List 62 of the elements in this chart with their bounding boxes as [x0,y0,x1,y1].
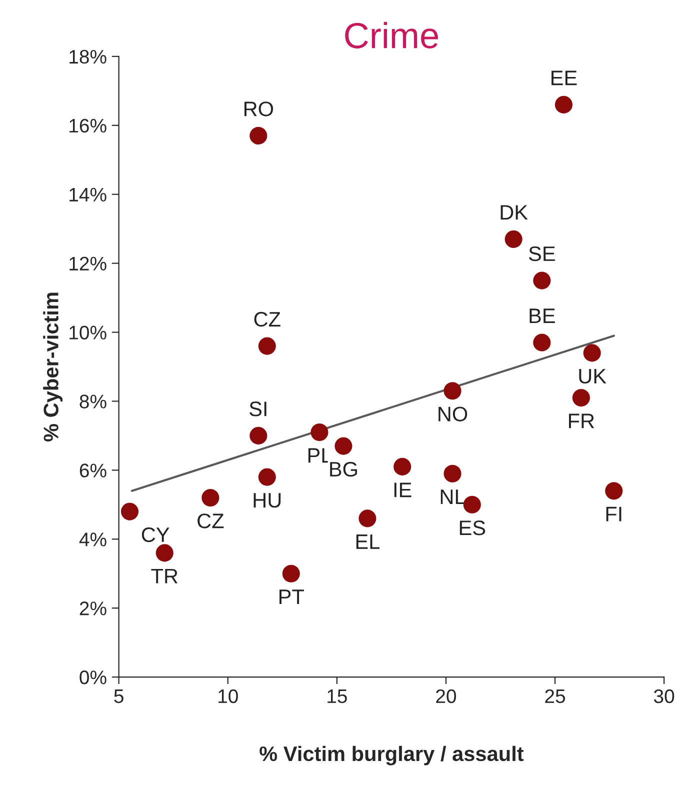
point [572,388,590,407]
y-tick-label: 14% [70,188,106,202]
data-label: RO [244,102,274,116]
data-label: IE [394,482,412,498]
y-tick-label: 0% [80,670,106,684]
point [533,334,551,352]
point [250,426,268,444]
point [250,126,268,145]
data-label: EL [356,534,380,549]
data-label: NO [438,406,468,422]
point [120,502,139,520]
x-tick-label: 20 [436,689,456,704]
data-label: TR [151,568,178,584]
point [258,468,276,486]
data-label: FI [606,506,622,522]
point [310,423,328,442]
y-tick-label: 8% [80,394,106,408]
point [504,230,522,248]
point [202,488,220,507]
data-label: SI [250,402,266,416]
x-tick-label: 10 [218,689,238,704]
data-label: SE [528,246,555,262]
point [258,337,276,355]
point [358,510,376,528]
y-tick-label: 12% [70,256,106,270]
point [533,272,551,290]
y-tick-label: 6% [80,464,106,478]
data-label: BG [330,462,357,477]
point [605,482,623,500]
data-label: BE [530,308,555,323]
x-tick-label: 5 [114,690,124,704]
data-label: ES [460,520,486,536]
data-label: FR [569,414,594,428]
point [156,544,174,562]
data-label: CZ [198,514,224,528]
data-label: EE [552,70,577,86]
point [463,496,481,514]
x-axis-title: % Victim burglary / assault [260,746,524,766]
x-tick-label: 15 [328,690,347,704]
point [394,458,412,476]
y-tick-label: 4% [79,532,106,546]
y-tick-label: 2% [80,602,106,616]
point [282,564,300,582]
y-tick-label: 10% [70,326,106,340]
x-tick-label: 25 [545,689,566,704]
y-tick-label: 16% [70,118,106,133]
chart-title: Crime [345,22,438,48]
x-tick-label: 30 [654,689,674,704]
point [334,437,352,455]
data-label: HU [254,493,281,508]
y-axis-title: % Cyber-victim [43,292,63,442]
point [583,344,601,362]
data-label: CZ [254,312,280,327]
data-label: CY [142,527,170,542]
point [554,96,573,114]
point [444,464,462,482]
y-tick-label: 18% [70,50,106,64]
data-label: UK [579,368,606,384]
data-label: NL [440,490,466,504]
point [444,382,462,400]
data-label: PT [280,590,304,604]
data-label: DK [500,205,528,220]
